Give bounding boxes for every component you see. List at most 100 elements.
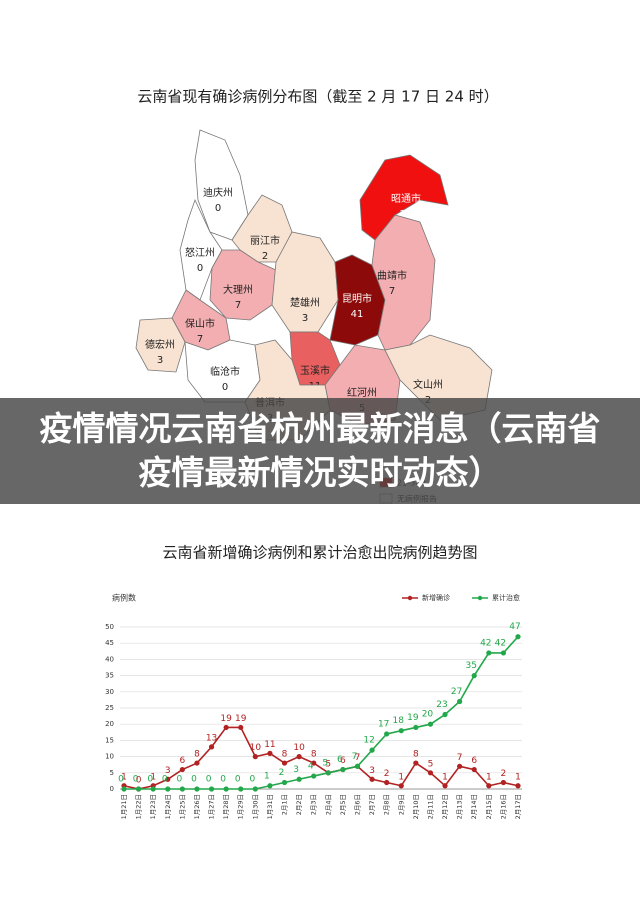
y-tick-label: 10 (105, 753, 114, 761)
data-point (354, 763, 361, 769)
x-tick-label: 2月10日 (412, 794, 420, 819)
legend-marker (477, 595, 483, 601)
data-label: 7 (355, 753, 361, 763)
data-point (311, 773, 317, 779)
region-count: 7 (389, 286, 395, 297)
y-tick-label: 5 (110, 769, 114, 777)
data-label: 8 (194, 750, 200, 760)
region-count: 0 (197, 263, 203, 274)
region-count: 0 (215, 203, 221, 214)
x-tick-label: 1月23日 (149, 794, 157, 819)
y-tick-label: 25 (105, 704, 114, 712)
data-label: 0 (147, 775, 153, 785)
data-point (340, 766, 346, 773)
data-label: 6 (180, 756, 186, 766)
x-tick-label: 2月6日 (353, 794, 361, 815)
region-name: 玉溪市 (300, 364, 330, 377)
x-tick-label: 1月24日 (164, 794, 172, 819)
data-point (515, 783, 521, 789)
y-tick-label: 15 (105, 736, 114, 744)
data-label: 0 (220, 775, 226, 785)
data-point (267, 750, 273, 756)
region-name: 迪庆州 (203, 186, 233, 199)
data-point (369, 747, 375, 753)
data-point (223, 786, 229, 792)
data-point (325, 770, 331, 776)
data-label: 1 (121, 772, 127, 782)
data-point (442, 783, 448, 789)
region-count: 7 (235, 300, 241, 311)
x-tick-label: 2月11日 (426, 794, 434, 819)
data-point (281, 779, 288, 786)
y-tick-label: 45 (105, 639, 114, 647)
region-count: 41 (351, 309, 364, 320)
data-label: 6 (337, 755, 343, 765)
data-label: 0 (235, 775, 241, 785)
data-point (384, 731, 390, 737)
data-label: 20 (422, 710, 434, 720)
data-point (500, 650, 507, 656)
map-title: 云南省现有确诊病例分布图（截至 2 月 17 日 24 时） (137, 88, 498, 106)
x-tick-label: 2月4日 (324, 794, 332, 815)
data-label: 8 (311, 750, 317, 760)
y-tick-label: 0 (110, 785, 114, 793)
data-point (194, 786, 200, 792)
region-name: 临沧市 (210, 365, 240, 378)
data-label: 1 (264, 771, 270, 781)
data-point (121, 786, 127, 792)
data-point (457, 698, 463, 705)
x-tick-label: 2月1日 (281, 794, 289, 815)
data-label: 4 (308, 762, 314, 772)
data-label: 0 (249, 775, 255, 785)
x-tick-label: 2月17日 (514, 794, 522, 819)
data-label: 35 (465, 661, 476, 671)
y-tick-label: 35 (105, 672, 114, 680)
data-label: 3 (293, 765, 299, 775)
data-point (194, 760, 200, 766)
data-point (457, 763, 463, 769)
region-count: 3 (157, 355, 163, 366)
data-point (369, 776, 375, 782)
x-tick-label: 2月15日 (485, 794, 493, 819)
x-tick-label: 1月29日 (237, 794, 245, 819)
banner-title: 疫情情况云南省杭州最新消息（云南省疫情最新情况实时动态） (39, 409, 601, 492)
x-tick-label: 2月13日 (456, 794, 464, 819)
x-tick-label: 1月22日 (135, 794, 143, 819)
data-label: 10 (250, 743, 262, 753)
data-point (384, 779, 390, 786)
data-label: 17 (378, 719, 389, 729)
map-region (209, 249, 277, 321)
data-point (223, 724, 229, 731)
data-label: 1 (150, 772, 156, 782)
data-point (165, 776, 171, 782)
data-point (179, 766, 185, 773)
region-name: 红河州 (347, 386, 377, 399)
data-label: 19 (220, 714, 232, 724)
region-name: 德宏州 (145, 338, 175, 351)
data-label: 3 (165, 766, 171, 776)
data-point (427, 721, 434, 727)
data-point (413, 760, 419, 766)
data-label: 5 (325, 759, 331, 769)
data-label: 11 (264, 740, 275, 750)
region-name: 怒江州 (185, 246, 215, 259)
data-point (486, 783, 492, 789)
series-line (123, 726, 519, 790)
x-tick-label: 2月14日 (470, 794, 478, 819)
data-label: 13 (206, 733, 217, 743)
y-axis-label: 病例数 (112, 593, 136, 603)
data-label: 18 (393, 716, 405, 726)
region-name: 昆明市 (342, 292, 372, 305)
data-point (296, 776, 302, 782)
data-point (238, 724, 244, 731)
data-label: 1 (398, 772, 404, 782)
x-tick-label: 1月28日 (222, 794, 230, 819)
data-point (267, 783, 273, 789)
data-label: 47 (509, 622, 520, 632)
data-point (150, 786, 156, 792)
data-label: 8 (413, 750, 419, 760)
map-region (359, 154, 449, 241)
data-label: 12 (363, 736, 374, 746)
data-label: 42 (495, 638, 506, 648)
